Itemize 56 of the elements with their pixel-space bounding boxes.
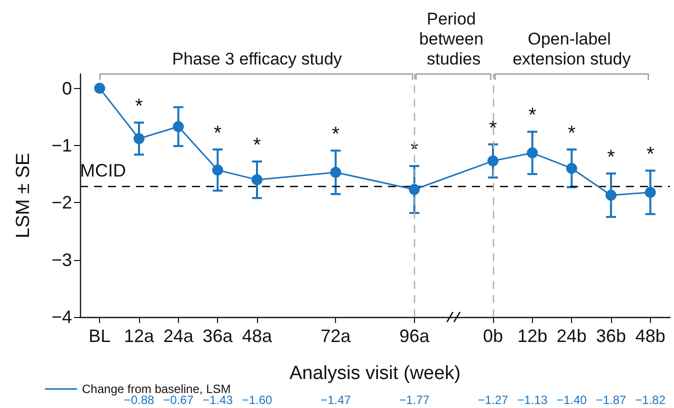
point — [134, 133, 144, 144]
data-label: −1.77 — [399, 393, 430, 407]
annotation: * — [607, 146, 616, 168]
point — [172, 121, 184, 132]
y-axis-title: LSM ± SE — [13, 152, 34, 238]
data-label: −1.87 — [596, 393, 626, 407]
point — [644, 186, 656, 198]
annotation: * — [489, 117, 498, 140]
y-tick-label: −2 — [51, 192, 72, 213]
data-label: −1.60 — [242, 393, 272, 407]
x-tick-label: 96a — [399, 326, 430, 346]
annotation: * — [253, 134, 262, 156]
point — [566, 162, 578, 174]
data-label: −0.88 — [124, 393, 154, 407]
x-tick-label: 72a — [320, 326, 352, 346]
data-label: −0.67 — [163, 393, 194, 407]
x-tick-label: 48a — [242, 326, 273, 346]
data-label: −1.13 — [517, 393, 548, 407]
text: Period between studies — [419, 10, 488, 68]
data-label: −1.82 — [635, 393, 666, 407]
y-tick-label: −3 — [51, 250, 72, 270]
point — [212, 164, 224, 176]
x-tick-label: BL — [88, 326, 111, 346]
data-label: −1.47 — [320, 393, 352, 407]
ref-line-label: MCID — [80, 160, 126, 181]
x-tick-label: 0b — [482, 326, 504, 346]
annotation: * — [568, 122, 576, 144]
text: Phase 3 efficacy study — [172, 50, 342, 68]
y-tick-label: 0 — [62, 78, 72, 98]
point — [488, 155, 498, 166]
x-tick-label: 12b — [517, 326, 548, 346]
x-axis-title: Analysis visit (week) — [289, 363, 461, 384]
point — [526, 147, 538, 158]
point — [252, 174, 262, 186]
x-tick-label: 12a — [124, 326, 155, 346]
annotation: * — [528, 104, 536, 127]
x-tick-label: 36a — [202, 326, 234, 346]
point — [94, 82, 106, 94]
annotation: * — [646, 144, 654, 166]
point — [408, 184, 420, 195]
point — [330, 166, 342, 178]
data-label: −1.27 — [478, 393, 508, 407]
point — [606, 190, 616, 201]
x-tick-label: 24a — [163, 326, 194, 346]
data-label: −1.43 — [202, 393, 234, 407]
annotation: * — [135, 96, 144, 118]
x-tick-label: 24b — [556, 326, 587, 346]
data-label: −1.40 — [556, 393, 588, 407]
y-tick-label: −4 — [51, 307, 72, 327]
x-tick-label: 48b — [635, 326, 666, 346]
y-tick-label: −1 — [51, 135, 72, 156]
legend-label: Change from baseline, LSM — [82, 382, 231, 396]
x-tick-label: 36b — [596, 326, 626, 346]
annotation: * — [214, 122, 222, 144]
text: Open-label extension study — [512, 30, 632, 68]
annotation: * — [332, 124, 340, 146]
